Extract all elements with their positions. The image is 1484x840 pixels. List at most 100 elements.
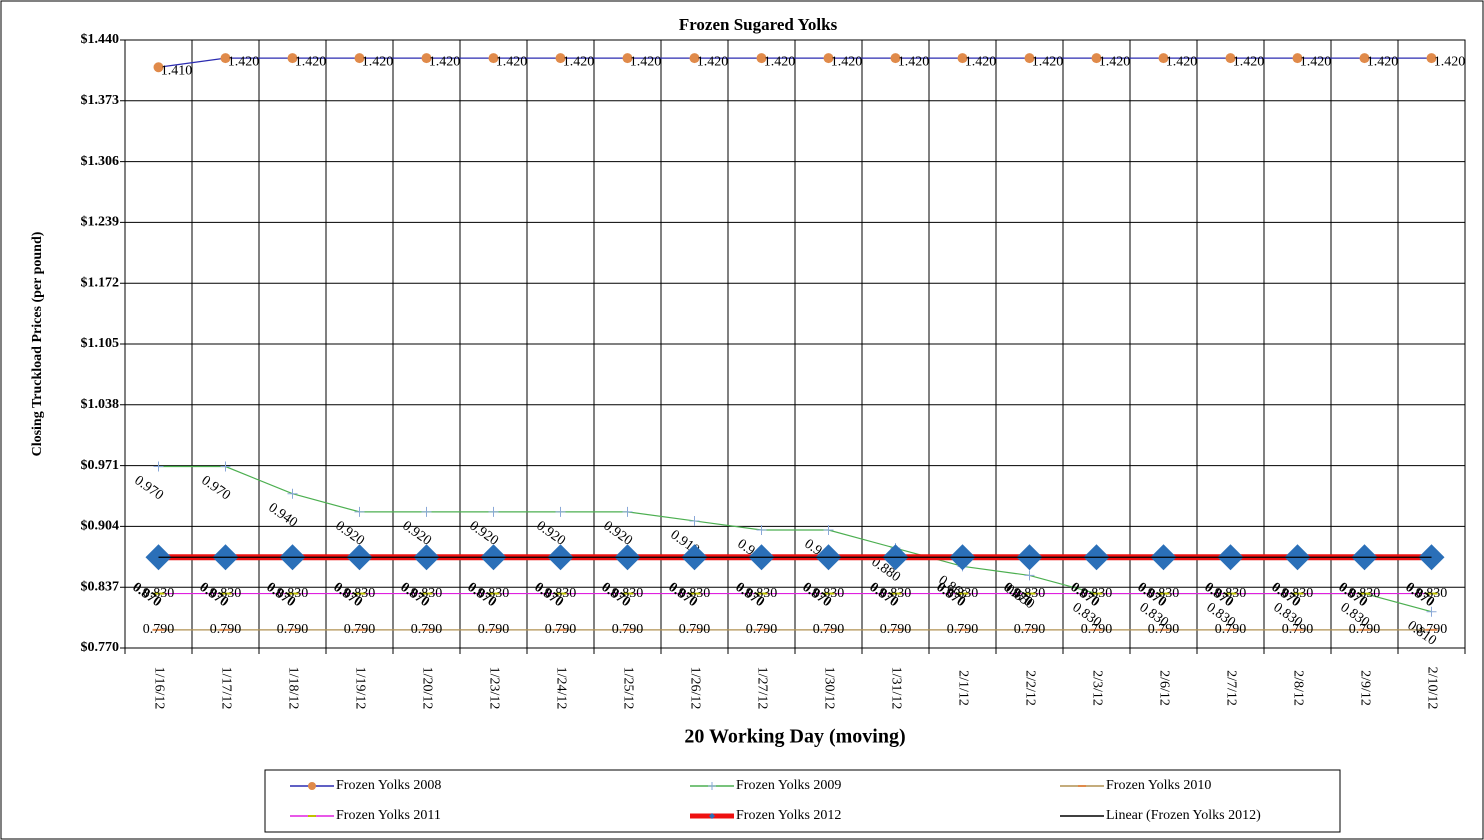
x-tick-label: 2/3/12 — [1089, 670, 1104, 706]
marker — [890, 53, 901, 64]
data-label: 0.830 — [1215, 586, 1247, 601]
legend — [264, 769, 1341, 833]
marker — [354, 506, 365, 517]
data-label: 1.420 — [898, 54, 930, 69]
data-label: 0.830 — [1349, 586, 1381, 601]
x-tick-label: 2/1/12 — [955, 670, 970, 706]
y-tick-label: $1.373 — [81, 93, 120, 108]
y-tick-label: $0.904 — [81, 519, 120, 534]
data-label: 0.790 — [813, 622, 845, 637]
marker — [689, 515, 700, 526]
marker — [488, 53, 499, 64]
legend-label: Frozen Yolks 2009 — [736, 778, 841, 793]
marker — [354, 53, 365, 64]
marker — [1158, 53, 1169, 64]
y-tick-label: $1.440 — [81, 32, 120, 47]
marker — [220, 53, 231, 64]
data-label: 1.420 — [831, 54, 863, 69]
marker — [488, 506, 499, 517]
marker — [622, 53, 633, 64]
x-tick-label: 1/25/12 — [620, 667, 635, 710]
data-label: 1.420 — [496, 54, 528, 69]
marker — [756, 53, 767, 64]
data-label: 0.830 — [746, 586, 778, 601]
data-label: 1.410 — [161, 63, 193, 78]
marker — [555, 53, 566, 64]
data-label: 0.790 — [1148, 622, 1180, 637]
data-label: 1.420 — [1099, 54, 1131, 69]
data-label: 0.830 — [1081, 586, 1113, 601]
data-label: 0.790 — [143, 622, 175, 637]
marker — [689, 53, 700, 64]
data-label: 1.420 — [228, 54, 260, 69]
legend-marker — [708, 782, 716, 790]
data-label: 0.830 — [1416, 586, 1448, 601]
data-label: 0.790 — [947, 622, 979, 637]
x-tick-label: 1/18/12 — [285, 667, 300, 710]
marker — [1292, 53, 1303, 64]
marker — [1426, 53, 1437, 64]
x-tick-label: 2/10/12 — [1424, 667, 1439, 710]
data-label: 0.790 — [1081, 622, 1113, 637]
legend-label: Frozen Yolks 2008 — [336, 778, 441, 793]
data-label: 0.790 — [746, 622, 778, 637]
marker — [1225, 53, 1236, 64]
x-tick-label: 2/7/12 — [1223, 670, 1238, 706]
x-tick-label: 2/8/12 — [1290, 670, 1305, 706]
data-label: 0.830 — [344, 586, 376, 601]
x-tick-label: 1/23/12 — [486, 667, 501, 710]
marker — [756, 525, 767, 536]
data-label: 1.420 — [1032, 54, 1064, 69]
y-tick-label: $1.105 — [81, 336, 120, 351]
marker — [1359, 53, 1370, 64]
legend-label: Frozen Yolks 2010 — [1106, 778, 1211, 793]
data-label: 1.420 — [429, 54, 461, 69]
marker — [957, 53, 968, 64]
marker — [823, 525, 834, 536]
marker — [287, 53, 298, 64]
y-tick-label: $0.770 — [81, 640, 120, 655]
data-label: 1.420 — [630, 54, 662, 69]
x-tick-label: 1/16/12 — [151, 667, 166, 710]
x-tick-label: 1/19/12 — [352, 667, 367, 710]
data-label: 1.420 — [1434, 54, 1466, 69]
data-label: 0.790 — [277, 622, 309, 637]
data-label: 1.420 — [697, 54, 729, 69]
y-tick-label: $1.239 — [81, 215, 120, 230]
data-label: 1.420 — [295, 54, 327, 69]
x-tick-label: 1/31/12 — [888, 667, 903, 710]
x-tick-label: 1/20/12 — [419, 667, 434, 710]
plot-frame — [124, 39, 1466, 649]
y-tick-label: $0.837 — [81, 579, 120, 594]
y-tick-label: $1.172 — [81, 275, 120, 290]
x-tick-label: 1/17/12 — [218, 667, 233, 710]
marker — [622, 506, 633, 517]
data-label: 1.420 — [362, 54, 394, 69]
marker — [287, 488, 298, 499]
data-label: 0.830 — [813, 586, 845, 601]
x-tick-label: 1/24/12 — [553, 667, 568, 710]
data-label: 0.790 — [1282, 622, 1314, 637]
data-label: 0.790 — [679, 622, 711, 637]
x-tick-label: 2/6/12 — [1156, 670, 1171, 706]
marker — [823, 53, 834, 64]
x-tick-label: 2/2/12 — [1022, 670, 1037, 706]
data-label: 0.830 — [1282, 586, 1314, 601]
legend-marker — [709, 813, 715, 819]
marker — [220, 461, 231, 472]
marker — [1024, 53, 1035, 64]
data-label: 0.790 — [1014, 622, 1046, 637]
marker — [555, 506, 566, 517]
marker — [1426, 606, 1437, 617]
y-axis-title: Closing Truckload Prices (per pound) — [30, 231, 45, 456]
marker — [1024, 570, 1035, 581]
marker — [421, 53, 432, 64]
data-label: 1.420 — [563, 54, 595, 69]
data-label: 0.790 — [344, 622, 376, 637]
x-tick-label: 1/30/12 — [821, 667, 836, 710]
data-label: 1.420 — [1300, 54, 1332, 69]
data-label: 1.420 — [1367, 54, 1399, 69]
data-label: 0.830 — [143, 586, 175, 601]
data-label: 0.830 — [1148, 586, 1180, 601]
x-tick-label: 1/27/12 — [754, 667, 769, 710]
